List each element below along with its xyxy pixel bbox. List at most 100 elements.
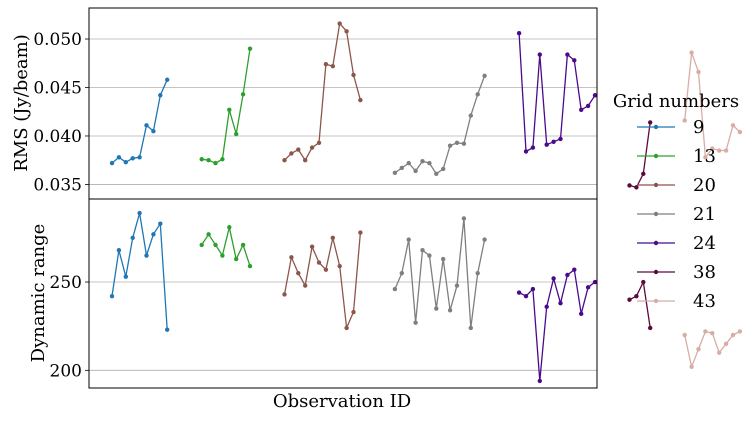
data-point bbox=[392, 170, 398, 176]
data-point bbox=[565, 52, 570, 57]
data-point bbox=[123, 274, 128, 279]
data-point bbox=[247, 46, 253, 51]
data-point bbox=[648, 120, 653, 125]
data-point bbox=[109, 293, 115, 299]
data-point bbox=[696, 346, 701, 352]
data-point bbox=[544, 304, 549, 309]
data-point bbox=[344, 29, 349, 34]
legend-swatch-marker bbox=[653, 298, 659, 304]
data-point bbox=[406, 237, 411, 242]
y-tick-label: 0.045 bbox=[33, 79, 82, 99]
data-point bbox=[309, 244, 315, 249]
data-point bbox=[717, 350, 722, 355]
data-point bbox=[213, 160, 218, 166]
y-tick-label: 0.050 bbox=[33, 30, 82, 50]
data-point bbox=[475, 92, 480, 97]
data-point bbox=[703, 329, 708, 334]
data-point bbox=[454, 283, 460, 288]
data-point bbox=[717, 148, 722, 153]
data-point bbox=[413, 168, 418, 174]
data-point bbox=[420, 248, 425, 253]
data-point bbox=[165, 77, 170, 82]
data-point bbox=[151, 128, 156, 134]
legend-entry-24: 24 bbox=[637, 233, 716, 254]
data-point bbox=[585, 103, 591, 109]
data-point bbox=[358, 97, 363, 103]
data-point bbox=[482, 73, 487, 79]
data-point bbox=[337, 263, 342, 269]
data-point bbox=[427, 253, 432, 258]
legend-label: 43 bbox=[693, 291, 716, 312]
data-point bbox=[723, 341, 729, 347]
data-point bbox=[309, 145, 315, 150]
data-point bbox=[468, 113, 473, 118]
rms-panel: 0.035 0.040 0.045 0.050 bbox=[33, 7, 743, 200]
legend-entry-38: 38 bbox=[637, 262, 716, 283]
data-point bbox=[165, 327, 170, 332]
data-point bbox=[592, 93, 598, 98]
legend-entry-20: 20 bbox=[637, 175, 716, 196]
data-point bbox=[116, 248, 122, 253]
data-point bbox=[441, 166, 446, 172]
data-point bbox=[516, 31, 522, 36]
data-point bbox=[447, 308, 453, 313]
data-point bbox=[144, 123, 149, 128]
series-line-20 bbox=[283, 232, 362, 331]
data-point bbox=[330, 235, 335, 241]
data-point bbox=[441, 256, 446, 262]
data-point bbox=[641, 279, 646, 285]
dynamic-range-axis-title: Dynamic range bbox=[28, 224, 49, 363]
data-point bbox=[530, 286, 536, 292]
legend-swatch-marker bbox=[653, 153, 659, 159]
data-point bbox=[516, 290, 522, 295]
data-point bbox=[199, 242, 204, 248]
data-point bbox=[323, 267, 329, 272]
legend-entry-9: 9 bbox=[637, 117, 704, 138]
legend-label: 13 bbox=[693, 146, 716, 167]
series-line-21 bbox=[394, 75, 486, 175]
series-line-38 bbox=[629, 122, 651, 189]
data-point bbox=[579, 107, 584, 113]
data-point bbox=[247, 263, 253, 269]
y-tick-label: 250 bbox=[50, 273, 82, 293]
y-tick-label: 0.035 bbox=[33, 175, 82, 195]
series-line-13 bbox=[201, 48, 251, 164]
dynamic-range-panel: 200 250 bbox=[50, 198, 743, 389]
data-point bbox=[130, 156, 135, 161]
legend-swatch-marker bbox=[653, 124, 659, 130]
data-point bbox=[544, 142, 549, 147]
data-point bbox=[303, 158, 308, 163]
data-point bbox=[434, 306, 439, 311]
data-point bbox=[358, 230, 363, 235]
data-point bbox=[220, 157, 225, 162]
data-point bbox=[234, 131, 239, 137]
data-point bbox=[123, 159, 128, 165]
data-point bbox=[206, 158, 211, 163]
data-point bbox=[523, 293, 529, 299]
data-point bbox=[434, 171, 439, 176]
series-line-24 bbox=[518, 268, 596, 381]
data-point bbox=[572, 267, 577, 272]
data-point bbox=[137, 210, 142, 216]
rms-axis-title: RMS (Jy/beam) bbox=[11, 34, 32, 172]
data-point bbox=[330, 63, 335, 69]
data-point bbox=[730, 123, 736, 128]
y-tick-label: 0.040 bbox=[33, 127, 82, 147]
data-point bbox=[710, 331, 715, 336]
data-point bbox=[703, 155, 708, 160]
data-point bbox=[137, 155, 142, 160]
data-point bbox=[413, 320, 418, 325]
data-point bbox=[737, 129, 743, 135]
data-point bbox=[406, 160, 411, 166]
data-point bbox=[537, 378, 542, 384]
data-point bbox=[213, 242, 218, 248]
data-point bbox=[634, 185, 639, 190]
data-point bbox=[351, 309, 356, 315]
data-point bbox=[696, 69, 701, 75]
data-point bbox=[461, 216, 467, 221]
data-point bbox=[737, 329, 743, 334]
data-point bbox=[689, 50, 694, 55]
data-point bbox=[585, 285, 591, 290]
data-point bbox=[682, 332, 687, 338]
data-point bbox=[144, 253, 149, 258]
